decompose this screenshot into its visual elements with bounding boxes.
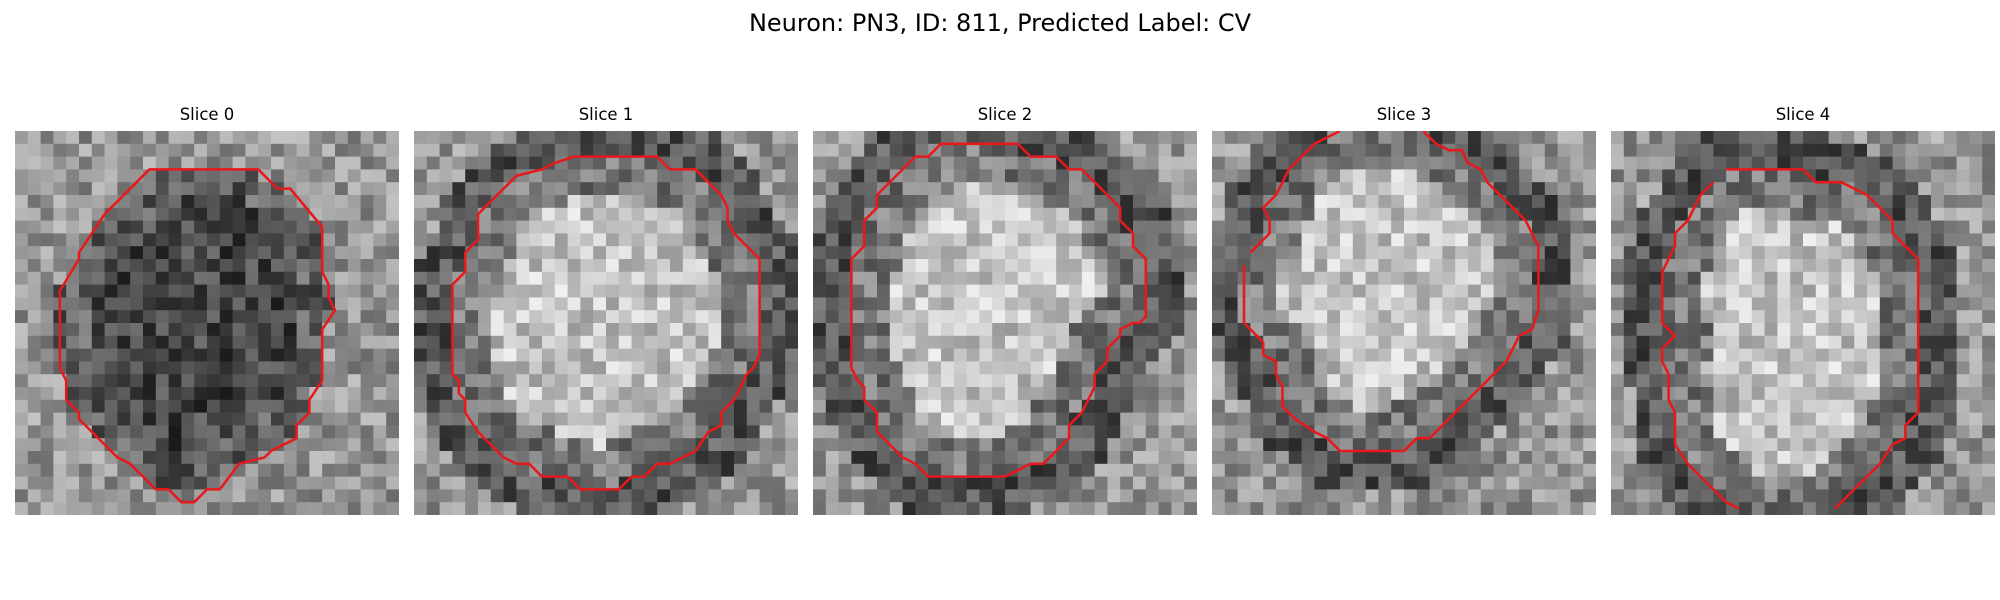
pixel-grid-0 (15, 131, 399, 515)
slice-title-1: Slice 1 (578, 105, 634, 124)
contour-line-4-b (1660, 181, 1740, 510)
slice-image-1 (414, 131, 798, 515)
slice-panel-0: Slice 0 (15, 103, 399, 515)
contour-line-0 (58, 168, 337, 504)
slice-panel-4: Slice 4 (1611, 103, 1995, 515)
pixel-grid-4 (1611, 131, 1995, 515)
slice-image-2 (813, 131, 1197, 515)
figure-title: Neuron: PN3, ID: 811, Predicted Label: C… (748, 9, 1252, 37)
slice-title-0: Slice 0 (179, 105, 235, 124)
contour-line-2 (850, 142, 1148, 478)
slice-image-3 (1212, 131, 1596, 515)
slice-image-0 (15, 131, 399, 515)
slice-title-4: Slice 4 (1775, 105, 1831, 124)
pixel-grid-3 (1212, 131, 1596, 515)
slice-title-2: Slice 2 (977, 105, 1033, 124)
contour-line-3 (1242, 131, 1540, 453)
pixel-grid-1 (414, 131, 798, 515)
slice-panel-3: Slice 3 (1212, 103, 1596, 515)
slice-panel-2: Slice 2 (813, 103, 1197, 515)
slice-title-3: Slice 3 (1376, 105, 1432, 124)
contour-line-4 (1726, 168, 1920, 510)
contour-line-1 (451, 155, 761, 491)
slice-image-4 (1611, 131, 1995, 515)
contour-line-3-b (1249, 131, 1341, 254)
pixel-grid-2 (813, 131, 1197, 515)
slice-panel-1: Slice 1 (414, 103, 798, 515)
